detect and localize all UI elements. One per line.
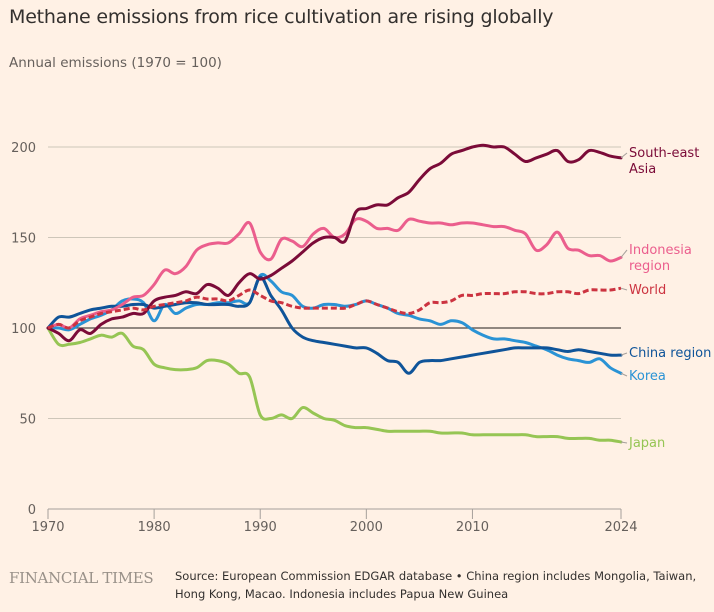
- x-tick-label: 2010: [456, 520, 489, 535]
- gridlines: [48, 146, 621, 510]
- series-label-world: World: [629, 283, 666, 298]
- series-label-south-east-asia: Asia: [629, 162, 656, 177]
- label-connector: [620, 441, 628, 444]
- y-tick-label: 50: [19, 413, 36, 428]
- y-tick-label: 0: [28, 503, 36, 518]
- series-label-indonesia-region: region: [629, 259, 670, 274]
- series-label-japan: Japan: [628, 436, 665, 451]
- x-tick-label: 1980: [138, 520, 171, 535]
- source-note: Source: European Commission EDGAR databa…: [175, 569, 697, 601]
- series-lines: [46, 143, 623, 444]
- x-tick-label: 2000: [350, 520, 383, 535]
- series-label-south-east-asia: South-east: [629, 146, 699, 161]
- y-tick-label: 200: [11, 141, 36, 156]
- series-line-world: [47, 286, 622, 330]
- x-axis: 1970 1980 1990 2000 2010 2024: [31, 509, 638, 535]
- label-connector: [620, 249, 628, 258]
- y-tick-label: 150: [11, 232, 36, 247]
- ft-logo: FINANCIAL TIMES: [9, 569, 154, 587]
- series-line-japan: [46, 326, 623, 444]
- label-connector: [620, 372, 628, 377]
- x-tick-label: 1990: [244, 520, 277, 535]
- y-tick-label: 100: [11, 322, 36, 337]
- label-connector: [620, 352, 628, 356]
- label-connector: [620, 152, 628, 159]
- series-label-korea: Korea: [629, 369, 666, 384]
- label-connector: [620, 287, 628, 291]
- y-axis: 0 50 100 150 200: [11, 141, 36, 518]
- series-line-south-east-asia: [46, 143, 623, 343]
- x-tick-label: 2024: [604, 520, 637, 535]
- series-line-indonesia-region: [46, 217, 623, 330]
- x-tick-label: 1970: [31, 520, 64, 535]
- chart-title: Methane emissions from rice cultivation …: [9, 6, 554, 28]
- series-label-indonesia-region: Indonesia: [629, 243, 692, 258]
- series-line-china-region: [46, 275, 623, 375]
- series-line-korea: [46, 272, 623, 375]
- chart-subtitle: Annual emissions (1970 = 100): [9, 55, 222, 71]
- series-label-china-region: China region: [629, 346, 711, 361]
